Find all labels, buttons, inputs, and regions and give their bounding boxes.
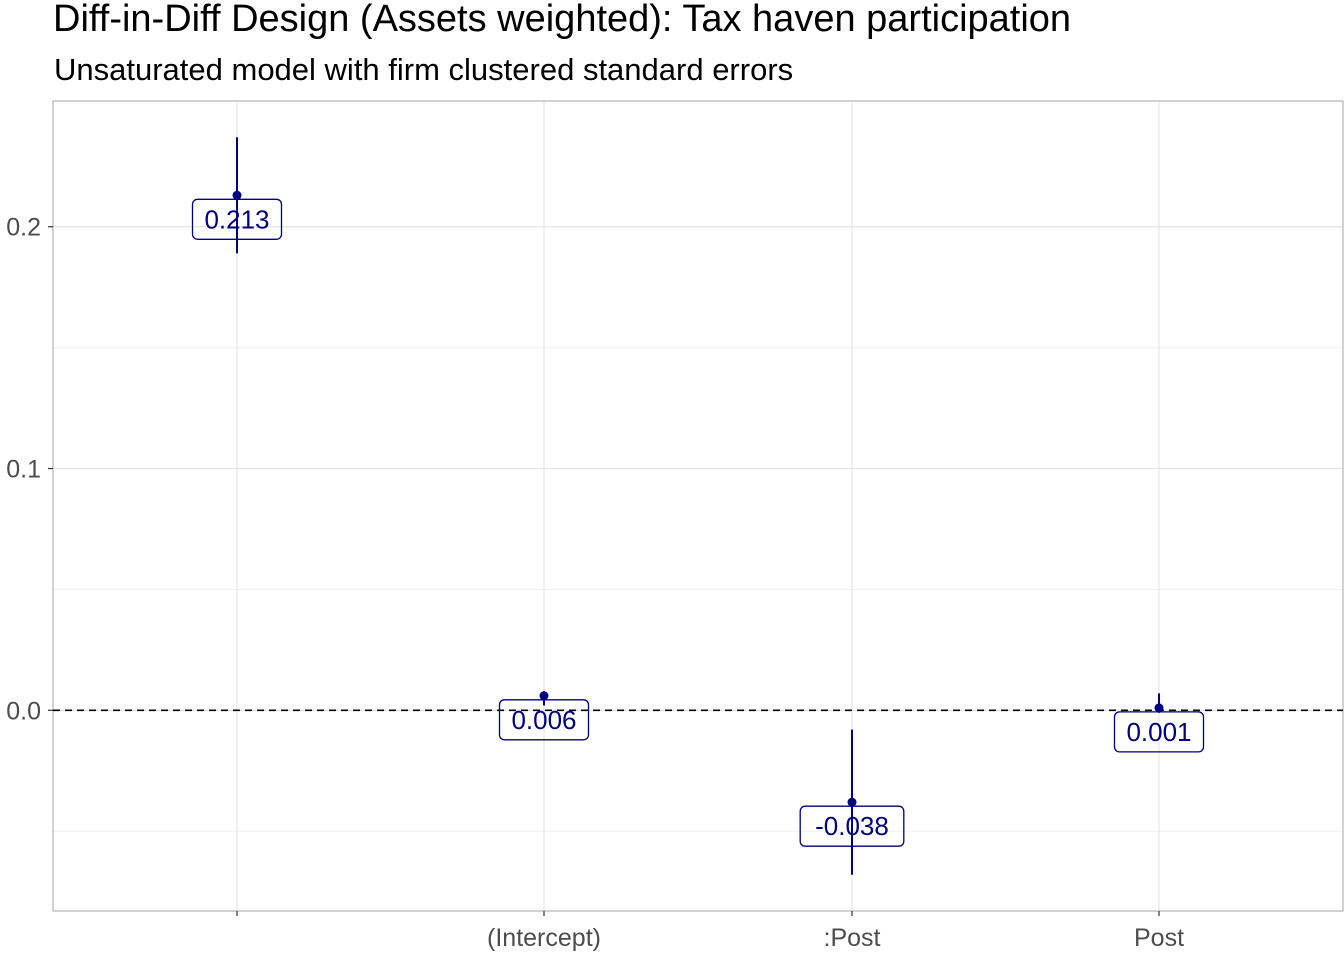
point-estimate [1154,703,1164,713]
chart-title: Diff-in-Diff Design (Assets weighted): T… [53,0,1071,40]
y-tick-label: 0.0 [6,697,41,725]
x-tick-label: :Post [824,924,881,952]
panel-border [52,100,1344,912]
data-label: 0.001 [1126,717,1191,747]
x-tick-label: Post [1134,924,1184,952]
y-tick-label: 0.1 [6,456,41,484]
x-tick-label: (Intercept) [487,924,601,952]
point-estimate [539,691,549,701]
chart-subtitle: Unsaturated model with firm clustered st… [54,52,793,87]
point-estimate [232,190,242,200]
point-estimate [847,797,857,807]
plot-panel: 0.00.10.2(Intercept):Post Post0.2130.006-… [6,100,1344,952]
data-label: 0.006 [511,705,576,735]
y-tick-label: 0.2 [6,214,41,242]
